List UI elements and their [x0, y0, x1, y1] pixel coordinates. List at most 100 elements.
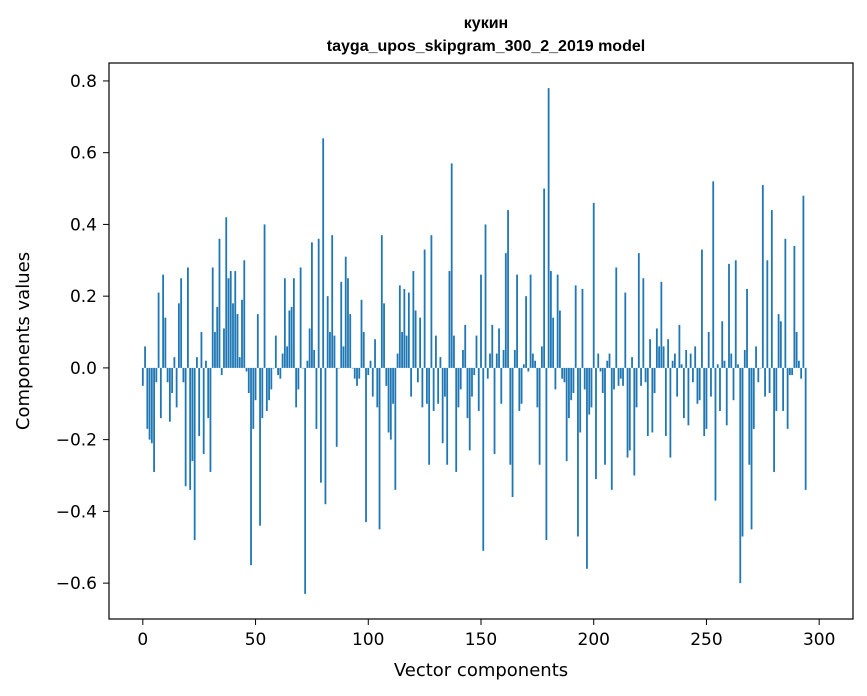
bar-159 [500, 367, 503, 404]
bars-group [141, 88, 807, 594]
bar-10 [164, 317, 167, 368]
bar-62 [281, 353, 284, 368]
bar-119 [410, 367, 413, 397]
bar-148 [475, 335, 478, 368]
bar-264 [737, 364, 739, 368]
bar-71 [301, 367, 304, 369]
bar-42 [236, 314, 239, 368]
bar-237 [676, 367, 679, 397]
bar-3 [148, 367, 151, 440]
bar-70 [299, 267, 302, 368]
bar-25 [198, 367, 201, 437]
bar-200 [592, 202, 595, 368]
bar-233 [667, 339, 670, 368]
bar-184 [556, 274, 559, 368]
bar-232 [664, 367, 667, 437]
bar-263 [734, 260, 737, 368]
bar-260 [728, 263, 730, 368]
bar-240 [683, 367, 685, 419]
bar-160 [502, 349, 505, 368]
bar-2 [146, 367, 149, 429]
y-tick-label-2: −0.2 [56, 431, 97, 451]
bar-176 [538, 367, 541, 465]
bar-79 [320, 367, 322, 483]
bar-40 [232, 303, 234, 368]
chart-title-line1: кукин [464, 15, 508, 32]
bar-14 [173, 357, 176, 368]
bar-142 [462, 349, 464, 368]
bar-182 [552, 317, 555, 368]
bar-151 [482, 367, 485, 551]
bar-74 [308, 328, 311, 368]
bar-223 [644, 367, 647, 383]
bar-216 [628, 367, 631, 451]
bar-205 [604, 367, 606, 465]
bar-106 [380, 235, 383, 368]
bar-133 [441, 367, 444, 444]
bar-47 [247, 367, 250, 394]
bar-8 [159, 367, 162, 419]
bar-190 [570, 367, 573, 401]
bar-217 [631, 357, 633, 368]
bar-114 [398, 285, 401, 368]
bar-225 [649, 339, 651, 368]
bar-259 [725, 367, 728, 426]
bar-209 [613, 367, 615, 390]
bar-0 [141, 367, 144, 386]
bar-175 [536, 367, 539, 408]
bar-118 [407, 292, 410, 368]
bar-189 [568, 367, 570, 419]
bar-120 [412, 271, 415, 368]
bar-39 [229, 271, 232, 368]
bar-291 [797, 360, 800, 368]
bar-92 [349, 314, 352, 368]
bar-221 [640, 367, 642, 386]
bar-192 [574, 285, 577, 368]
bar-212 [619, 367, 622, 379]
bar-32 [214, 332, 216, 368]
bar-85 [333, 335, 336, 368]
bar-203 [599, 367, 602, 372]
bar-84 [331, 235, 334, 368]
bar-231 [662, 346, 665, 368]
bar-98 [362, 332, 365, 368]
bar-43 [238, 357, 241, 368]
bar-251 [707, 332, 710, 368]
bar-271 [752, 367, 755, 429]
bar-181 [549, 271, 552, 368]
bar-135 [446, 367, 449, 465]
bar-239 [680, 364, 683, 368]
bar-270 [750, 367, 753, 530]
bar-172 [529, 274, 532, 368]
bar-166 [516, 274, 518, 368]
bar-116 [403, 288, 406, 368]
bar-76 [313, 349, 316, 368]
bar-247 [698, 367, 701, 401]
bar-281 [775, 367, 778, 411]
bar-45 [243, 260, 246, 368]
bar-99 [365, 367, 367, 523]
bar-238 [678, 324, 681, 368]
bar-165 [513, 349, 516, 368]
bar-162 [507, 210, 509, 368]
bar-34 [218, 238, 221, 368]
bar-220 [637, 253, 640, 368]
bar-89 [342, 346, 345, 368]
bar-282 [777, 314, 780, 368]
bar-268 [746, 288, 748, 368]
bar-224 [646, 367, 649, 437]
bar-127 [428, 367, 431, 465]
bar-177 [540, 346, 543, 368]
bar-24 [196, 357, 198, 368]
bar-112 [394, 367, 397, 490]
bar-100 [367, 367, 370, 376]
bar-36 [223, 328, 225, 368]
bar-294 [804, 367, 807, 490]
bar-48 [250, 367, 252, 566]
bar-214 [624, 292, 627, 368]
bar-246 [696, 367, 699, 404]
bar-170 [525, 296, 527, 368]
bar-152 [484, 224, 487, 368]
bar-227 [653, 367, 656, 394]
bar-280 [773, 367, 775, 472]
